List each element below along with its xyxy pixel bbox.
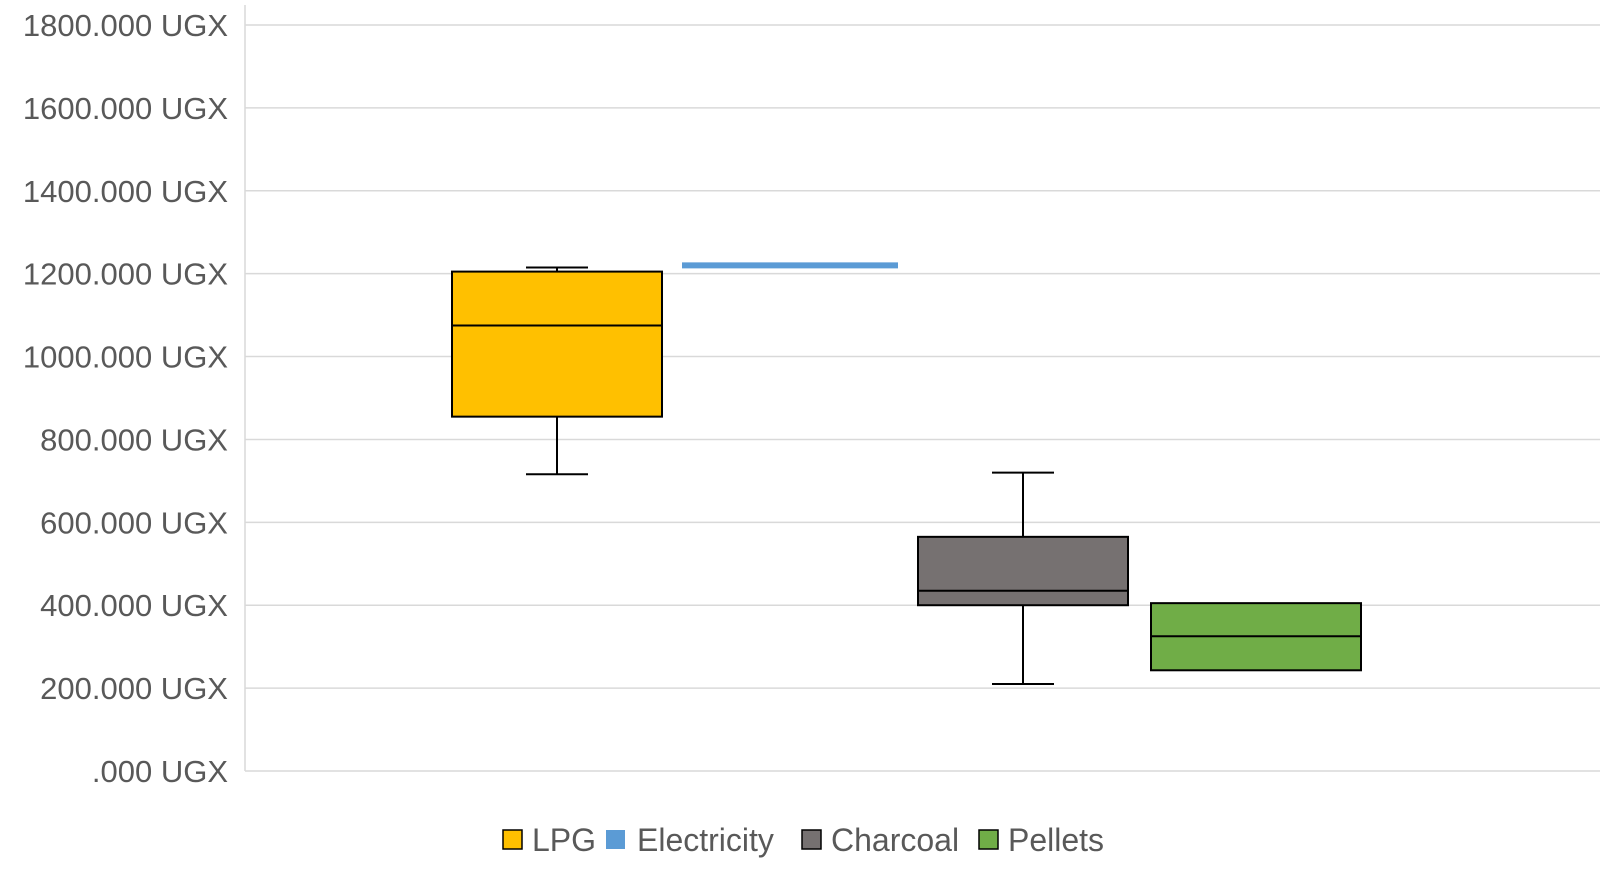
y-tick-label: 1200.000 UGX xyxy=(23,257,228,292)
y-tick-label: 1600.000 UGX xyxy=(23,91,228,126)
box-iqr xyxy=(917,535,1129,607)
y-axis-tick-labels: .000 UGX 200.000 UGX 400.000 UGX 600.000 UG… xyxy=(23,8,228,789)
legend-label: Pellets xyxy=(1008,822,1104,858)
legend-item-lpg: LPG xyxy=(502,822,596,858)
box-series xyxy=(451,262,1362,685)
legend-swatch xyxy=(978,829,999,850)
legend-item-electricity: Electricity xyxy=(606,822,774,858)
flat-bar-mark xyxy=(682,262,898,269)
y-tick-label: 800.000 UGX xyxy=(40,422,228,457)
y-tick-label: .000 UGX xyxy=(92,754,228,789)
legend-item-charcoal: Charcoal xyxy=(801,822,959,858)
box-charcoal xyxy=(917,471,1129,685)
box-electricity xyxy=(682,262,898,269)
box-pellets xyxy=(1150,602,1362,672)
y-tick-label: 1000.000 UGX xyxy=(23,340,228,375)
box-iqr xyxy=(451,270,663,418)
y-tick-label: 600.000 UGX xyxy=(40,505,228,540)
y-tick-label: 1400.000 UGX xyxy=(23,174,228,209)
legend-item-pellets: Pellets xyxy=(978,822,1104,858)
legend-label: Electricity xyxy=(637,822,774,858)
legend-swatch xyxy=(502,829,523,850)
legend-swatch xyxy=(801,829,822,850)
y-tick-label: 1800.000 UGX xyxy=(23,8,228,43)
legend-label: Charcoal xyxy=(831,822,959,858)
box-lpg xyxy=(451,266,663,476)
gridlines xyxy=(244,5,1600,772)
legend-label: LPG xyxy=(532,822,596,858)
y-tick-label: 400.000 UGX xyxy=(40,588,228,623)
legend-swatch xyxy=(606,830,625,849)
y-tick-label: 200.000 UGX xyxy=(40,671,228,706)
legend: LPG Electricity Charcoal Pellets xyxy=(502,822,1104,858)
